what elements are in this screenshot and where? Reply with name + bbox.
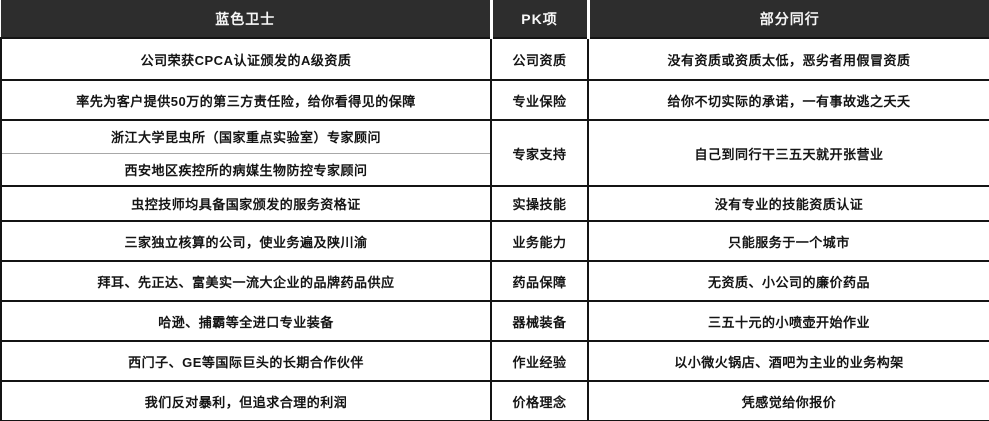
cell-peer-qualification: 没有资质或资质太低，恶劣者用假冒资质 bbox=[587, 37, 989, 81]
cell-ours-price: 我们反对暴利，但追求合理的利润 bbox=[0, 380, 492, 421]
cell-ours-qualification: 公司荣获CPCA认证颁发的A级资质 bbox=[0, 37, 492, 81]
cell-peer-experience: 以小微火锅店、酒吧为主业的业务构架 bbox=[587, 340, 989, 382]
cell-item-qualification: 公司资质 bbox=[490, 37, 589, 81]
cell-peer-equipment: 三五十元的小喷壶开始作业 bbox=[587, 300, 989, 342]
cell-peer-skill: 没有专业的技能资质认证 bbox=[587, 185, 989, 222]
cell-item-price: 价格理念 bbox=[490, 380, 589, 421]
table-row: 西安地区疾控所的病媒生物防控专家顾问 bbox=[0, 152, 989, 187]
cell-item-skill: 实操技能 bbox=[490, 185, 589, 222]
table-row: 哈逊、捕霸等全进口专业装备 器械装备 三五十元的小喷壶开始作业 bbox=[0, 300, 989, 342]
cell-ours-business: 三家独立核算的公司，使业务遍及陕川渝 bbox=[0, 220, 492, 262]
table-row: 公司荣获CPCA认证颁发的A级资质 公司资质 没有资质或资质太低，恶劣者用假冒资… bbox=[0, 37, 989, 81]
cell-item-expert: 专家支持 bbox=[490, 119, 589, 187]
cell-item-medicine: 药品保障 bbox=[490, 260, 589, 302]
header-pk-item: PK项 bbox=[491, 0, 590, 39]
table-row: 我们反对暴利，但追求合理的利润 价格理念 凭感觉给你报价 bbox=[0, 380, 989, 421]
cell-item-insurance: 专业保险 bbox=[490, 79, 589, 121]
cell-peer-insurance: 给你不切实际的承诺，一有事故逃之夭夭 bbox=[587, 79, 989, 121]
table-row: 浙江大学昆虫所（国家重点实验室）专家顾问 专家支持 自己到同行干三五天就开张营业 bbox=[0, 119, 989, 187]
cell-ours-expert-line1: 浙江大学昆虫所（国家重点实验室）专家顾问 bbox=[0, 119, 492, 154]
cell-ours-medicine: 拜耳、先正达、富美实一流大企业的品牌药品供应 bbox=[0, 260, 492, 302]
table-row: 三家独立核算的公司，使业务遍及陕川渝 业务能力 只能服务于一个城市 bbox=[0, 220, 989, 262]
header-competitors: 部分同行 bbox=[588, 0, 989, 39]
cell-item-equipment: 器械装备 bbox=[490, 300, 589, 342]
table-row: 率先为客户提供50万的第三方责任险，给你看得见的保障 专业保险 给你不切实际的承… bbox=[0, 79, 989, 121]
header-our-brand: 蓝色卫士 bbox=[1, 0, 493, 39]
table-header-row: 蓝色卫士 PK项 部分同行 bbox=[1, 0, 989, 39]
cell-ours-experience: 西门子、GE等国际巨头的长期合作伙伴 bbox=[0, 340, 492, 382]
cell-item-experience: 作业经验 bbox=[490, 340, 589, 382]
table-row: 虫控技师均具备国家颁发的服务资格证 实操技能 没有专业的技能资质认证 bbox=[0, 185, 989, 222]
cell-ours-insurance: 率先为客户提供50万的第三方责任险，给你看得见的保障 bbox=[0, 79, 492, 121]
cell-peer-expert: 自己到同行干三五天就开张营业 bbox=[587, 119, 989, 187]
table-row: 拜耳、先正达、富美实一流大企业的品牌药品供应 药品保障 无资质、小公司的廉价药品 bbox=[0, 260, 989, 302]
cell-peer-business: 只能服务于一个城市 bbox=[587, 220, 989, 262]
cell-ours-equipment: 哈逊、捕霸等全进口专业装备 bbox=[0, 300, 492, 342]
cell-ours-expert-line2: 西安地区疾控所的病媒生物防控专家顾问 bbox=[0, 152, 492, 187]
table-row: 西门子、GE等国际巨头的长期合作伙伴 作业经验 以小微火锅店、酒吧为主业的业务构… bbox=[0, 340, 989, 382]
cell-item-business: 业务能力 bbox=[490, 220, 589, 262]
cell-ours-skill: 虫控技师均具备国家颁发的服务资格证 bbox=[0, 185, 492, 222]
cell-peer-price: 凭感觉给你报价 bbox=[587, 380, 989, 421]
cell-peer-medicine: 无资质、小公司的廉价药品 bbox=[587, 260, 989, 302]
